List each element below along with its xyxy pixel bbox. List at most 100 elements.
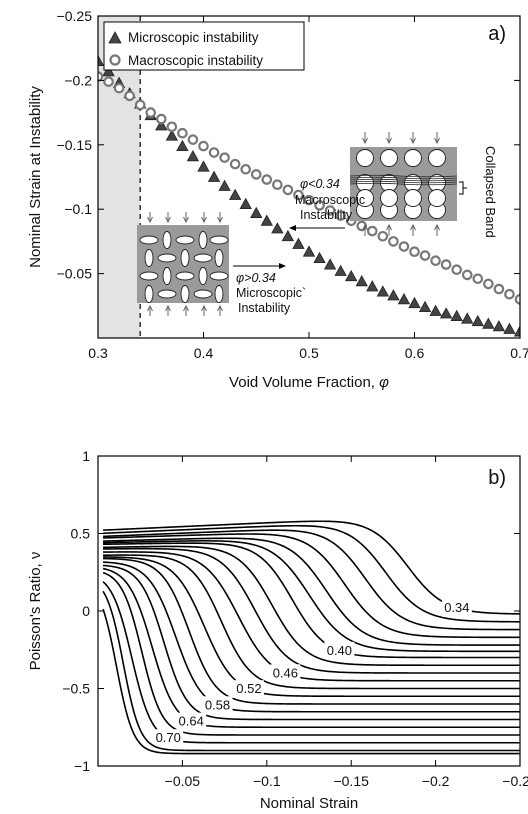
data-point-triangle xyxy=(513,325,520,337)
macro-label-line1: Macroscopic xyxy=(295,193,365,207)
inset-macro-load-arrows xyxy=(362,132,440,236)
load-arrow-down xyxy=(217,212,223,224)
data-point-circle xyxy=(198,140,209,152)
macro-label-line2: Instability xyxy=(300,208,353,222)
contour-label-bg xyxy=(324,641,355,657)
contour-line-phi-0_38 xyxy=(103,537,520,646)
legend: Microscopic instability Macroscopic inst… xyxy=(103,21,305,71)
data-point-triangle xyxy=(176,139,189,151)
data-point-triangle xyxy=(186,150,200,162)
data-point-triangle xyxy=(302,245,316,257)
contour-label: 0.34 xyxy=(444,600,469,615)
data-point-circle xyxy=(272,179,283,191)
contour-label-bg xyxy=(233,680,264,696)
x-tick-label: −0.1 xyxy=(253,773,281,789)
inset-micro-voids xyxy=(139,231,229,303)
data-point-circle xyxy=(398,241,410,252)
contour-labels: 0.34 0.40 0.46 0.52 0.580.640.70 xyxy=(153,598,472,745)
void-ellipse xyxy=(209,235,229,245)
y-tick-label: 0 xyxy=(82,603,90,619)
data-point-triangle xyxy=(165,129,179,141)
data-point-triangle xyxy=(492,320,506,332)
load-arrow-up xyxy=(183,304,189,316)
collapsed-band-line xyxy=(349,180,458,184)
void-ellipse xyxy=(214,249,224,267)
inset-macro-voids xyxy=(349,149,458,219)
contour-label: 0.58 xyxy=(205,697,230,712)
data-point-circle xyxy=(335,210,346,221)
void-ellipse xyxy=(214,285,224,303)
void-circle xyxy=(428,149,446,167)
load-arrow-up xyxy=(410,223,416,236)
contour-line-phi-0_55 xyxy=(103,557,520,705)
data-point-circle xyxy=(472,273,484,285)
data-point-circle xyxy=(504,288,515,300)
data-point-triangle xyxy=(397,293,411,305)
data-point-circle xyxy=(430,255,441,267)
data-point-circle xyxy=(409,246,420,258)
data-point-triangle xyxy=(450,309,463,322)
load-arrow-down xyxy=(201,212,207,224)
load-arrow-up xyxy=(165,304,171,316)
void-ellipse xyxy=(209,271,229,281)
y-tick-label: −0.1 xyxy=(64,201,92,217)
collapsed-band-label: Collapsed Band xyxy=(483,146,498,238)
void-circle xyxy=(356,149,374,167)
panel-label: b) xyxy=(488,467,506,489)
load-arrow-down xyxy=(434,132,440,145)
data-point-circle xyxy=(419,250,431,261)
data-point-circle xyxy=(229,158,241,170)
load-arrow-down xyxy=(183,212,189,224)
data-point-circle xyxy=(156,113,167,125)
void-ellipse xyxy=(157,289,177,299)
series-macroscopic xyxy=(98,71,520,305)
void-ellipse xyxy=(139,271,159,281)
contour-line-phi-0_76 xyxy=(102,608,520,755)
contour-label: 0.52 xyxy=(236,681,261,696)
void-ellipse xyxy=(157,253,177,263)
data-point-triangle xyxy=(228,188,242,200)
x-axis-title: Nominal Strain xyxy=(260,795,358,812)
void-ellipse xyxy=(180,249,190,267)
data-point-circle xyxy=(177,127,188,139)
legend-box xyxy=(103,21,305,71)
contour-line-phi-0_36 xyxy=(103,529,520,631)
data-point-circle xyxy=(303,194,315,206)
data-point-triangle xyxy=(471,314,484,327)
contour-label-bg xyxy=(176,712,207,728)
data-point-triangle xyxy=(207,170,221,182)
contour-line-phi-0_35 xyxy=(103,524,520,623)
y-tick-label: 1 xyxy=(82,448,90,464)
contour-label: 0.46 xyxy=(273,665,298,680)
load-arrow-down xyxy=(410,132,416,145)
data-point-triangle xyxy=(102,65,115,77)
panel-label: a) xyxy=(488,23,506,45)
legend-circle-marker xyxy=(109,54,121,66)
void-circle xyxy=(356,189,374,207)
x-tick-label: 0.3 xyxy=(88,345,108,361)
data-point-triangle xyxy=(461,312,474,324)
x-tick-label: 0.5 xyxy=(299,345,319,361)
void-ellipse xyxy=(198,267,208,285)
data-point-triangle xyxy=(98,54,105,66)
data-point-circle xyxy=(166,121,178,133)
data-point-triangle xyxy=(429,304,442,316)
series-group xyxy=(98,54,520,337)
data-point-triangle xyxy=(323,258,337,270)
data-point-circle xyxy=(261,174,273,185)
macro-pointer-arrowhead xyxy=(289,225,296,231)
contour-line-phi-0_64 xyxy=(102,567,520,729)
legend-entry-micro: Microscopic instability xyxy=(128,30,259,45)
data-point-triangle xyxy=(503,322,516,334)
contour-line-phi-0_52 xyxy=(103,556,520,698)
void-ellipse xyxy=(162,231,172,249)
data-point-circle xyxy=(282,184,294,196)
load-arrow-up xyxy=(362,223,368,236)
load-arrow-down xyxy=(386,132,392,145)
data-point-triangle xyxy=(281,229,295,242)
y-axis-title: Poisson's Ratio, ν xyxy=(27,552,44,671)
contour-line-phi-0_58 xyxy=(103,561,520,713)
load-arrow-up xyxy=(434,223,440,236)
data-point-triangle xyxy=(418,300,432,312)
